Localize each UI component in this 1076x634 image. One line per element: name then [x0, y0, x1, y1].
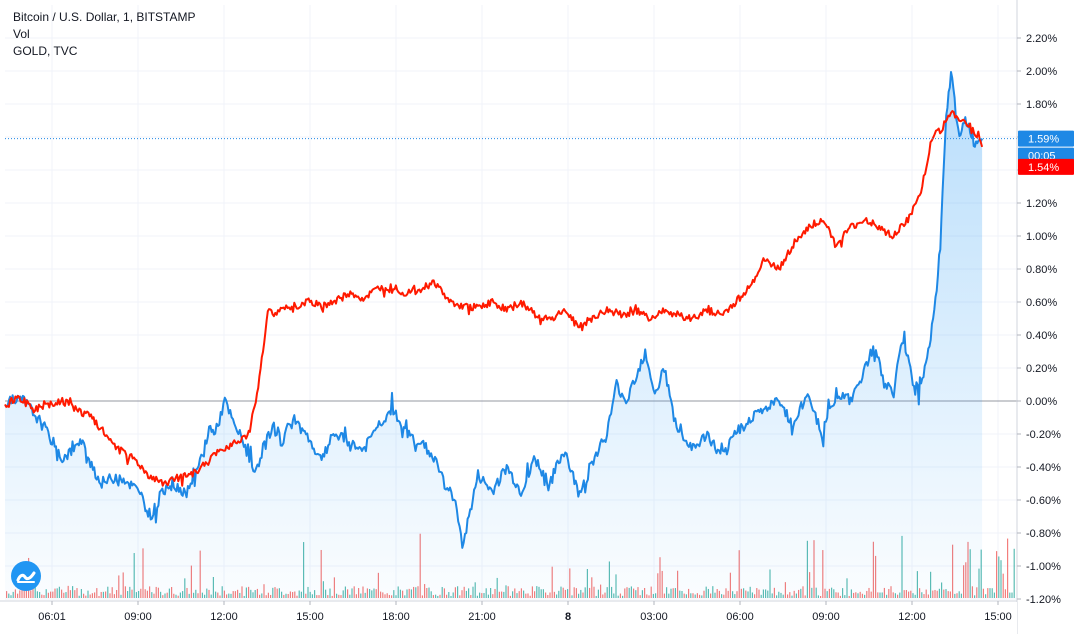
volume-bar [998, 556, 1000, 598]
y-tick-label: 1.00% [1026, 231, 1057, 243]
volume-bar [1009, 592, 1011, 598]
x-tick-label: 18:00 [382, 611, 410, 623]
x-tick-label: 06:01 [38, 611, 66, 623]
volume-bar [989, 588, 991, 598]
btc-last-value-tag-bg [1018, 130, 1074, 147]
x-tick-label: 12:00 [210, 611, 238, 623]
y-tick-label: -0.20% [1026, 429, 1061, 441]
btc-area-fill [5, 72, 983, 598]
y-tick-label: -0.40% [1026, 462, 1061, 474]
btc-last-value-tag: 1.59% [1028, 134, 1059, 146]
volume-bar [1004, 589, 1006, 598]
y-tick-label: 2.00% [1026, 66, 1057, 78]
y-tick-label: -0.80% [1026, 528, 1061, 540]
volume-bar [996, 551, 998, 598]
volume-bar [993, 592, 995, 598]
volume-bar [1007, 538, 1009, 598]
volume-bar [1013, 548, 1015, 598]
tradingview-logo-icon[interactable] [11, 561, 41, 591]
y-tick-label: 0.20% [1026, 363, 1057, 375]
y-tick-label: 0.80% [1026, 264, 1057, 276]
time-axis-background [0, 602, 1017, 634]
price-axis-background [1018, 0, 1076, 634]
x-tick-label: 09:00 [812, 611, 840, 623]
volume-bar [982, 588, 984, 598]
volume-bar [1011, 592, 1013, 598]
y-tick-label: 2.20% [1026, 33, 1057, 45]
x-tick-label: 12:00 [898, 611, 926, 623]
x-tick-label: 06:00 [726, 611, 754, 623]
x-tick-label: 15:00 [296, 611, 324, 623]
gold-last-value-tag: 1.54% [1028, 162, 1059, 174]
y-tick-label: -1.00% [1026, 561, 1061, 573]
volume-bar [1002, 573, 1004, 598]
x-tick-label: 8 [565, 611, 571, 623]
y-tick-label: 1.20% [1026, 198, 1057, 210]
x-tick-label: 09:00 [124, 611, 152, 623]
y-tick-label: 0.60% [1026, 297, 1057, 309]
y-tick-label: 0.00% [1026, 396, 1057, 408]
y-tick-label: 0.40% [1026, 330, 1057, 342]
y-tick-label: -0.60% [1026, 495, 1061, 507]
y-tick-label: 1.80% [1026, 99, 1057, 111]
volume-bar [985, 594, 987, 598]
x-tick-label: 03:00 [640, 611, 668, 623]
x-tick-label: 21:00 [468, 611, 496, 623]
main-symbol-legend[interactable]: Bitcoin / U.S. Dollar, 1, BITSTAMP [13, 10, 196, 24]
volume-bar [991, 588, 993, 598]
gold-last-value-tag-bg [1018, 158, 1074, 175]
tradingview-logo-glyph [16, 571, 36, 583]
y-tick-label: -1.20% [1026, 594, 1061, 606]
gold-series-line [4, 110, 984, 487]
btc-series-line [4, 71, 984, 549]
volume-bar [987, 588, 989, 598]
x-tick-label: 15:00 [984, 611, 1012, 623]
compare-symbol-legend[interactable]: GOLD, TVC [13, 44, 78, 58]
volume-legend[interactable]: Vol [13, 27, 30, 41]
volume-bar [1000, 560, 1002, 598]
